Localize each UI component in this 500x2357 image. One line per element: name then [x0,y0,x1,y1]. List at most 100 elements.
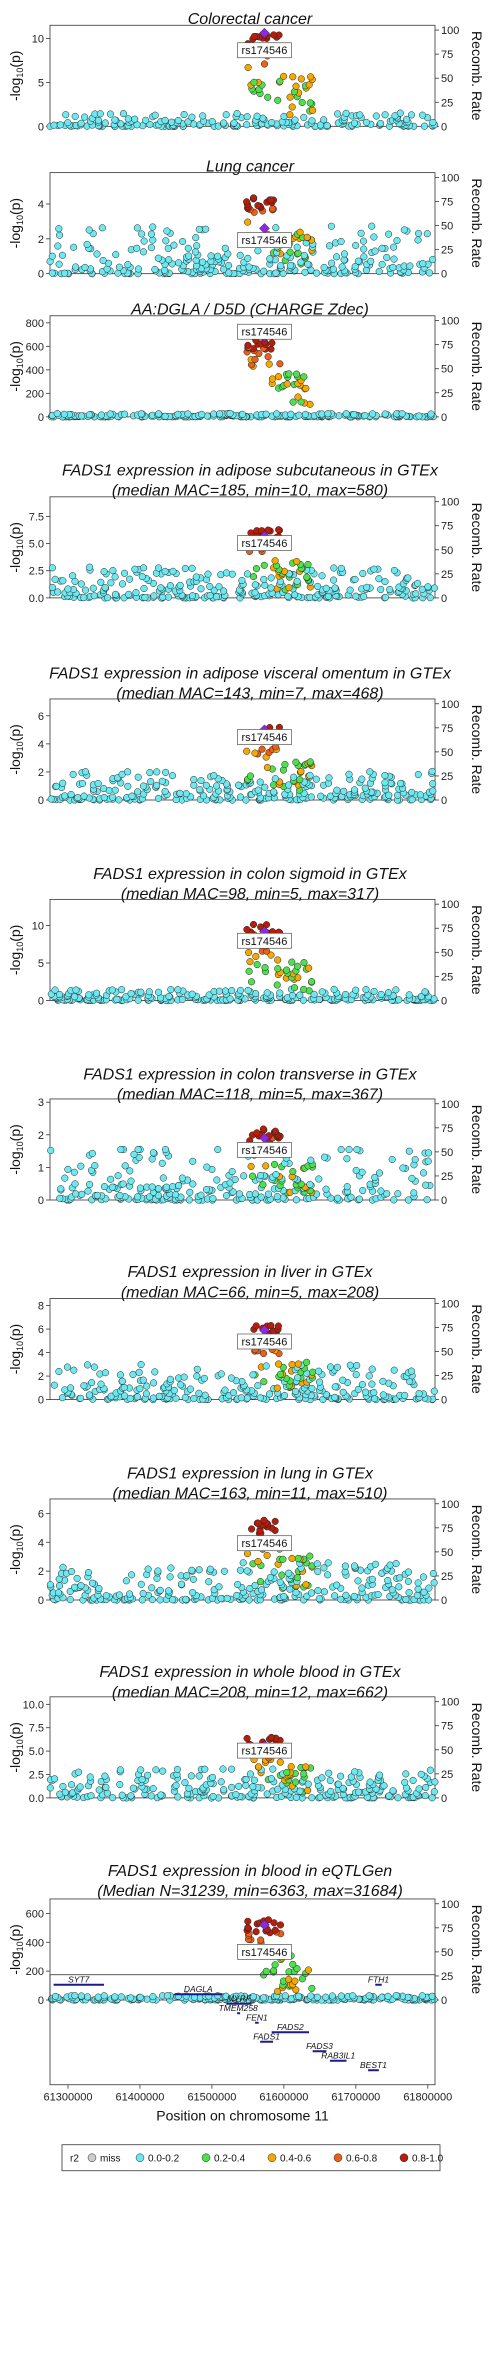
snp-point [271,557,279,565]
snp-point [48,269,56,277]
snp-point [159,1174,167,1182]
snp-point [107,1175,115,1183]
recomb-tick-label: 25 [441,569,453,581]
snp-point [381,593,389,602]
snp-point [81,113,89,121]
snp-point [407,111,416,119]
recomb-tick-label: 100 [441,699,459,711]
lead-snp-label-box [237,323,292,340]
snp-point [394,1794,402,1802]
snp-point [268,118,276,127]
snp-point [215,1583,223,1591]
snp-point [307,1992,315,2000]
snp-point [270,788,278,796]
snp-point [115,1591,123,1599]
snp-point [235,1782,243,1790]
snp-point [100,1992,108,2000]
snp-point [98,224,106,232]
snp-point [291,1977,299,1985]
snp-point [366,768,374,776]
snp-point [328,1992,336,2000]
snp-point [267,1775,275,1783]
snp-point [261,581,269,589]
snp-point [415,412,423,420]
snp-point [318,410,326,418]
snp-point [102,1783,110,1791]
snp-point [372,112,380,120]
snp-point [88,1149,96,1157]
snp-point [313,1993,321,2001]
y-tick-label: 6 [38,1324,44,1336]
snp-point [276,1758,284,1766]
snp-point [147,1792,155,1800]
snp-point [243,1550,252,1558]
snp-point [250,1776,258,1784]
recomb-tick-label: 50 [441,947,453,959]
legend-swatch [333,2153,343,2162]
snp-point [340,787,348,795]
recomb-tick-label: 25 [441,1371,453,1383]
snp-point [304,260,312,268]
snp-point [414,1585,422,1593]
recomb-axis-label: Recomb. Rate [469,1304,485,1394]
panel-colon_sig: FADS1 expression in colon sigmoid in GTE… [7,866,485,1008]
snp-point [116,1780,124,1789]
snp-point [328,259,336,267]
y-tick-label: 4 [38,1348,44,1360]
y-tick-label: 0 [38,269,44,281]
snp-point [309,106,317,114]
recomb-tick-label: 0 [441,412,447,424]
snp-point [267,196,275,204]
snp-point [337,1772,345,1780]
snp-point [256,1578,265,1586]
snp-point [392,986,400,994]
snp-point [48,252,56,260]
snp-point [385,230,393,238]
snp-point [95,1786,103,1794]
panel-adip_vo: FADS1 expression in adipose visceral ome… [7,665,485,807]
snp-point [234,1580,242,1589]
snp-point [210,586,218,594]
snp-point [206,1565,214,1573]
snp-point [386,1561,394,1569]
snp-point [231,1175,239,1184]
panel-title: FADS1 expression in blood in eQTLGen [108,1863,392,1880]
snp-point [86,1180,94,1189]
snp-point [418,111,427,119]
snp-point [59,1563,67,1571]
snp-point [351,1768,359,1776]
snp-point [261,964,269,972]
snp-point [134,265,142,273]
snp-point [222,111,230,119]
snp-point [78,1190,86,1198]
snp-point [210,772,218,780]
y-tick-label: 400 [26,1937,44,1949]
recomb-axis-label: Recomb. Rate [469,905,485,995]
snp-point [287,261,295,270]
snp-point [322,1993,330,2001]
recomb-tick-label: 100 [441,316,459,328]
snp-point [358,1380,366,1389]
snp-point [315,1367,323,1375]
snp-point [159,1767,167,1775]
snp-point [313,269,321,277]
snp-point [324,1559,332,1567]
snp-point [291,116,299,124]
snp-point [209,1792,217,1800]
snp-point [350,786,359,794]
snp-point [253,961,261,969]
snp-point [368,222,376,230]
snp-point [134,1193,142,1201]
recomb-tick-label: 0 [441,121,447,133]
snp-point [128,1571,136,1579]
snp-point [136,1184,144,1192]
snp-point [237,1394,245,1402]
panel-lung: Lung cancer 0 2 4 -log10(p) 0 25 50 75 100 Recomb.… [7,158,485,280]
snp-point [272,269,280,277]
snp-point [48,583,56,591]
snp-point [314,582,322,590]
snp-point [419,260,427,268]
snp-point [279,1555,287,1563]
panel-blood_gtex: FADS1 expression in whole blood in GTEx (… [7,1664,485,1805]
snp-point [217,1370,225,1378]
